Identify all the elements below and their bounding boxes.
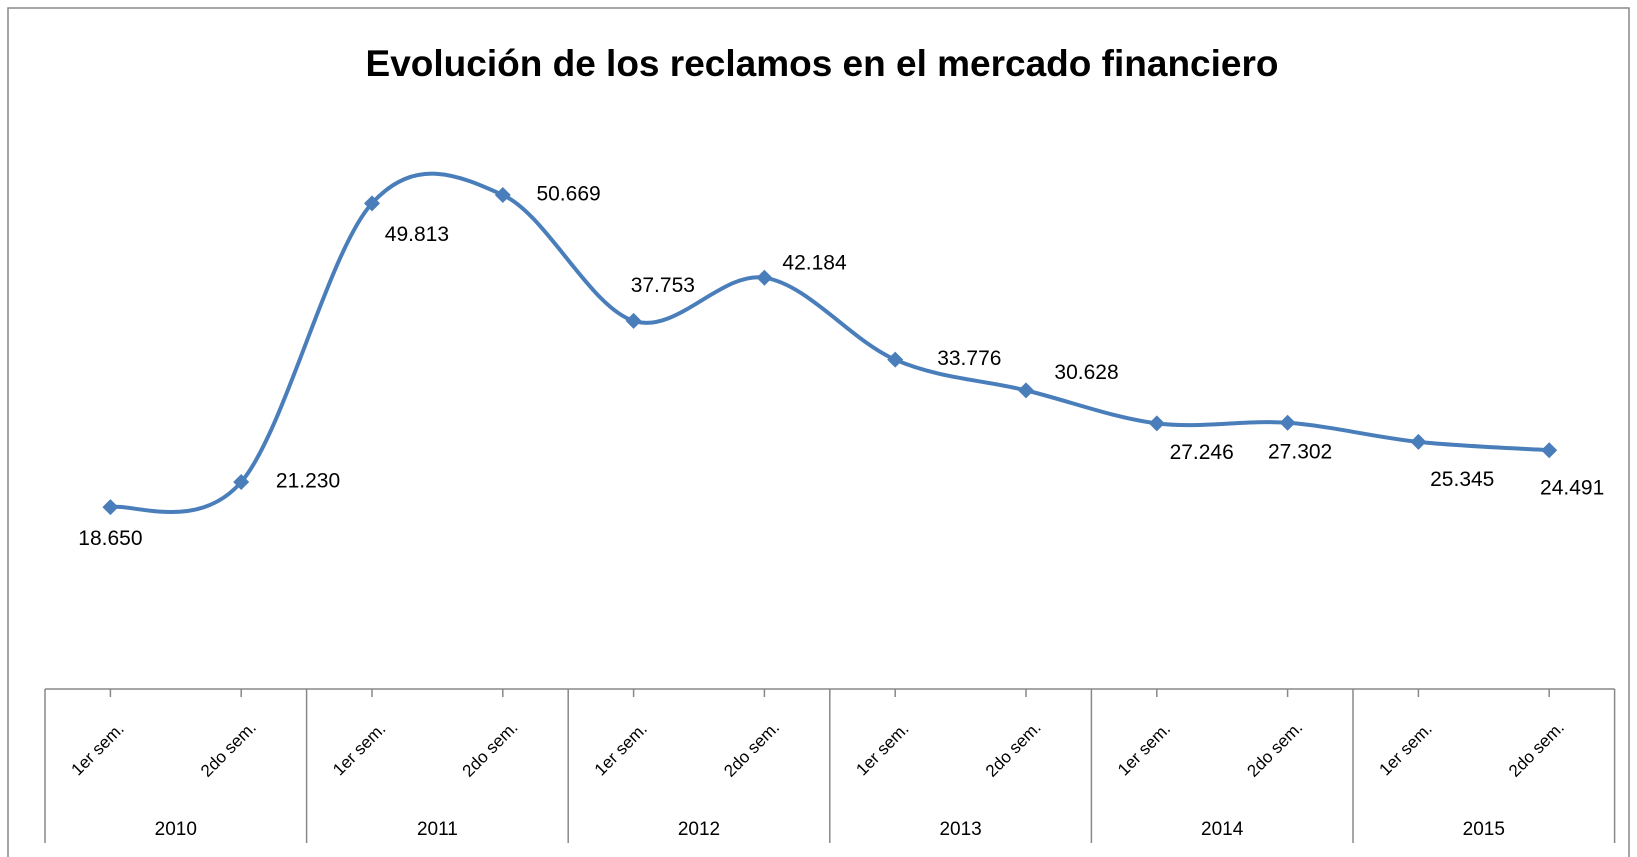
- group-label: 2012: [678, 819, 720, 840]
- chart-title: Evolución de los reclamos en el mercado …: [366, 43, 1279, 84]
- data-label: 21.230: [276, 470, 340, 493]
- data-marker: [1541, 442, 1558, 459]
- data-marker: [625, 312, 642, 329]
- group-label: 2011: [417, 819, 458, 840]
- data-label: 50.669: [536, 183, 600, 206]
- data-label: 27.246: [1170, 441, 1234, 464]
- group-label: 2015: [1463, 819, 1505, 840]
- data-marker: [1018, 382, 1034, 399]
- data-label: 33.776: [937, 347, 1001, 370]
- group-label: 2013: [939, 819, 981, 840]
- data-label: 18.650: [78, 527, 142, 550]
- data-marker: [233, 474, 250, 491]
- data-label: 25.345: [1430, 468, 1494, 491]
- data-label: 24.491: [1540, 476, 1604, 499]
- data-label: 42.184: [782, 252, 847, 275]
- data-marker: [887, 351, 904, 368]
- data-marker: [1148, 415, 1165, 432]
- data-label: 49.813: [385, 223, 449, 246]
- data-marker: [494, 186, 511, 203]
- data-marker: [1410, 433, 1427, 450]
- data-marker: [756, 269, 773, 286]
- data-marker: [1279, 414, 1296, 431]
- group-label: 2014: [1201, 819, 1244, 840]
- data-marker: [102, 499, 119, 516]
- group-label: 2010: [155, 819, 197, 840]
- data-label: 30.628: [1054, 361, 1118, 384]
- data-label: 37.753: [631, 274, 695, 297]
- data-marker: [364, 195, 380, 212]
- data-label: 27.302: [1268, 441, 1332, 464]
